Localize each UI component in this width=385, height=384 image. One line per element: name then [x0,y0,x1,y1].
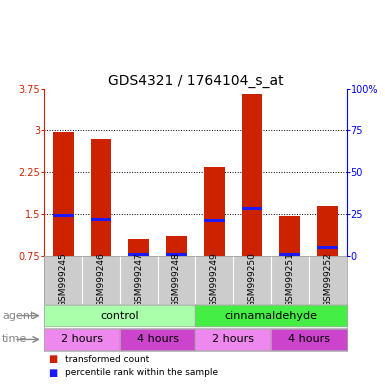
Text: GSM999252: GSM999252 [323,252,332,307]
Bar [128,253,149,256]
Text: ■: ■ [48,354,57,364]
Bar [90,218,111,221]
Bar [90,139,111,256]
Text: GSM999247: GSM999247 [134,252,143,307]
Text: 4 hours: 4 hours [137,334,179,344]
Bar [53,132,74,256]
Bar [204,219,225,222]
Bar [204,167,225,256]
Bar [317,206,338,256]
Bar [166,253,187,256]
Bar [242,207,263,210]
Text: GSM999249: GSM999249 [210,252,219,307]
Bar [280,253,300,256]
Text: agent: agent [2,311,34,321]
Text: GSM999250: GSM999250 [248,252,256,307]
Bar [53,214,74,217]
Bar [166,236,187,256]
Bar [280,216,300,256]
Text: percentile rank within the sample: percentile rank within the sample [65,369,219,377]
Text: GSM999245: GSM999245 [59,252,68,307]
Text: time: time [2,334,27,344]
Bar [317,246,338,249]
Title: GDS4321 / 1764104_s_at: GDS4321 / 1764104_s_at [107,74,283,88]
Bar [128,239,149,256]
Text: cinnamaldehyde: cinnamaldehyde [224,311,318,321]
Text: GSM999251: GSM999251 [285,252,295,307]
Bar [242,94,263,256]
Text: control: control [100,311,139,321]
Text: 2 hours: 2 hours [212,334,254,344]
Text: GSM999246: GSM999246 [96,252,105,307]
Text: 4 hours: 4 hours [288,334,330,344]
Text: ■: ■ [48,368,57,378]
Text: GSM999248: GSM999248 [172,252,181,307]
Text: transformed count: transformed count [65,355,150,364]
Text: 2 hours: 2 hours [61,334,103,344]
